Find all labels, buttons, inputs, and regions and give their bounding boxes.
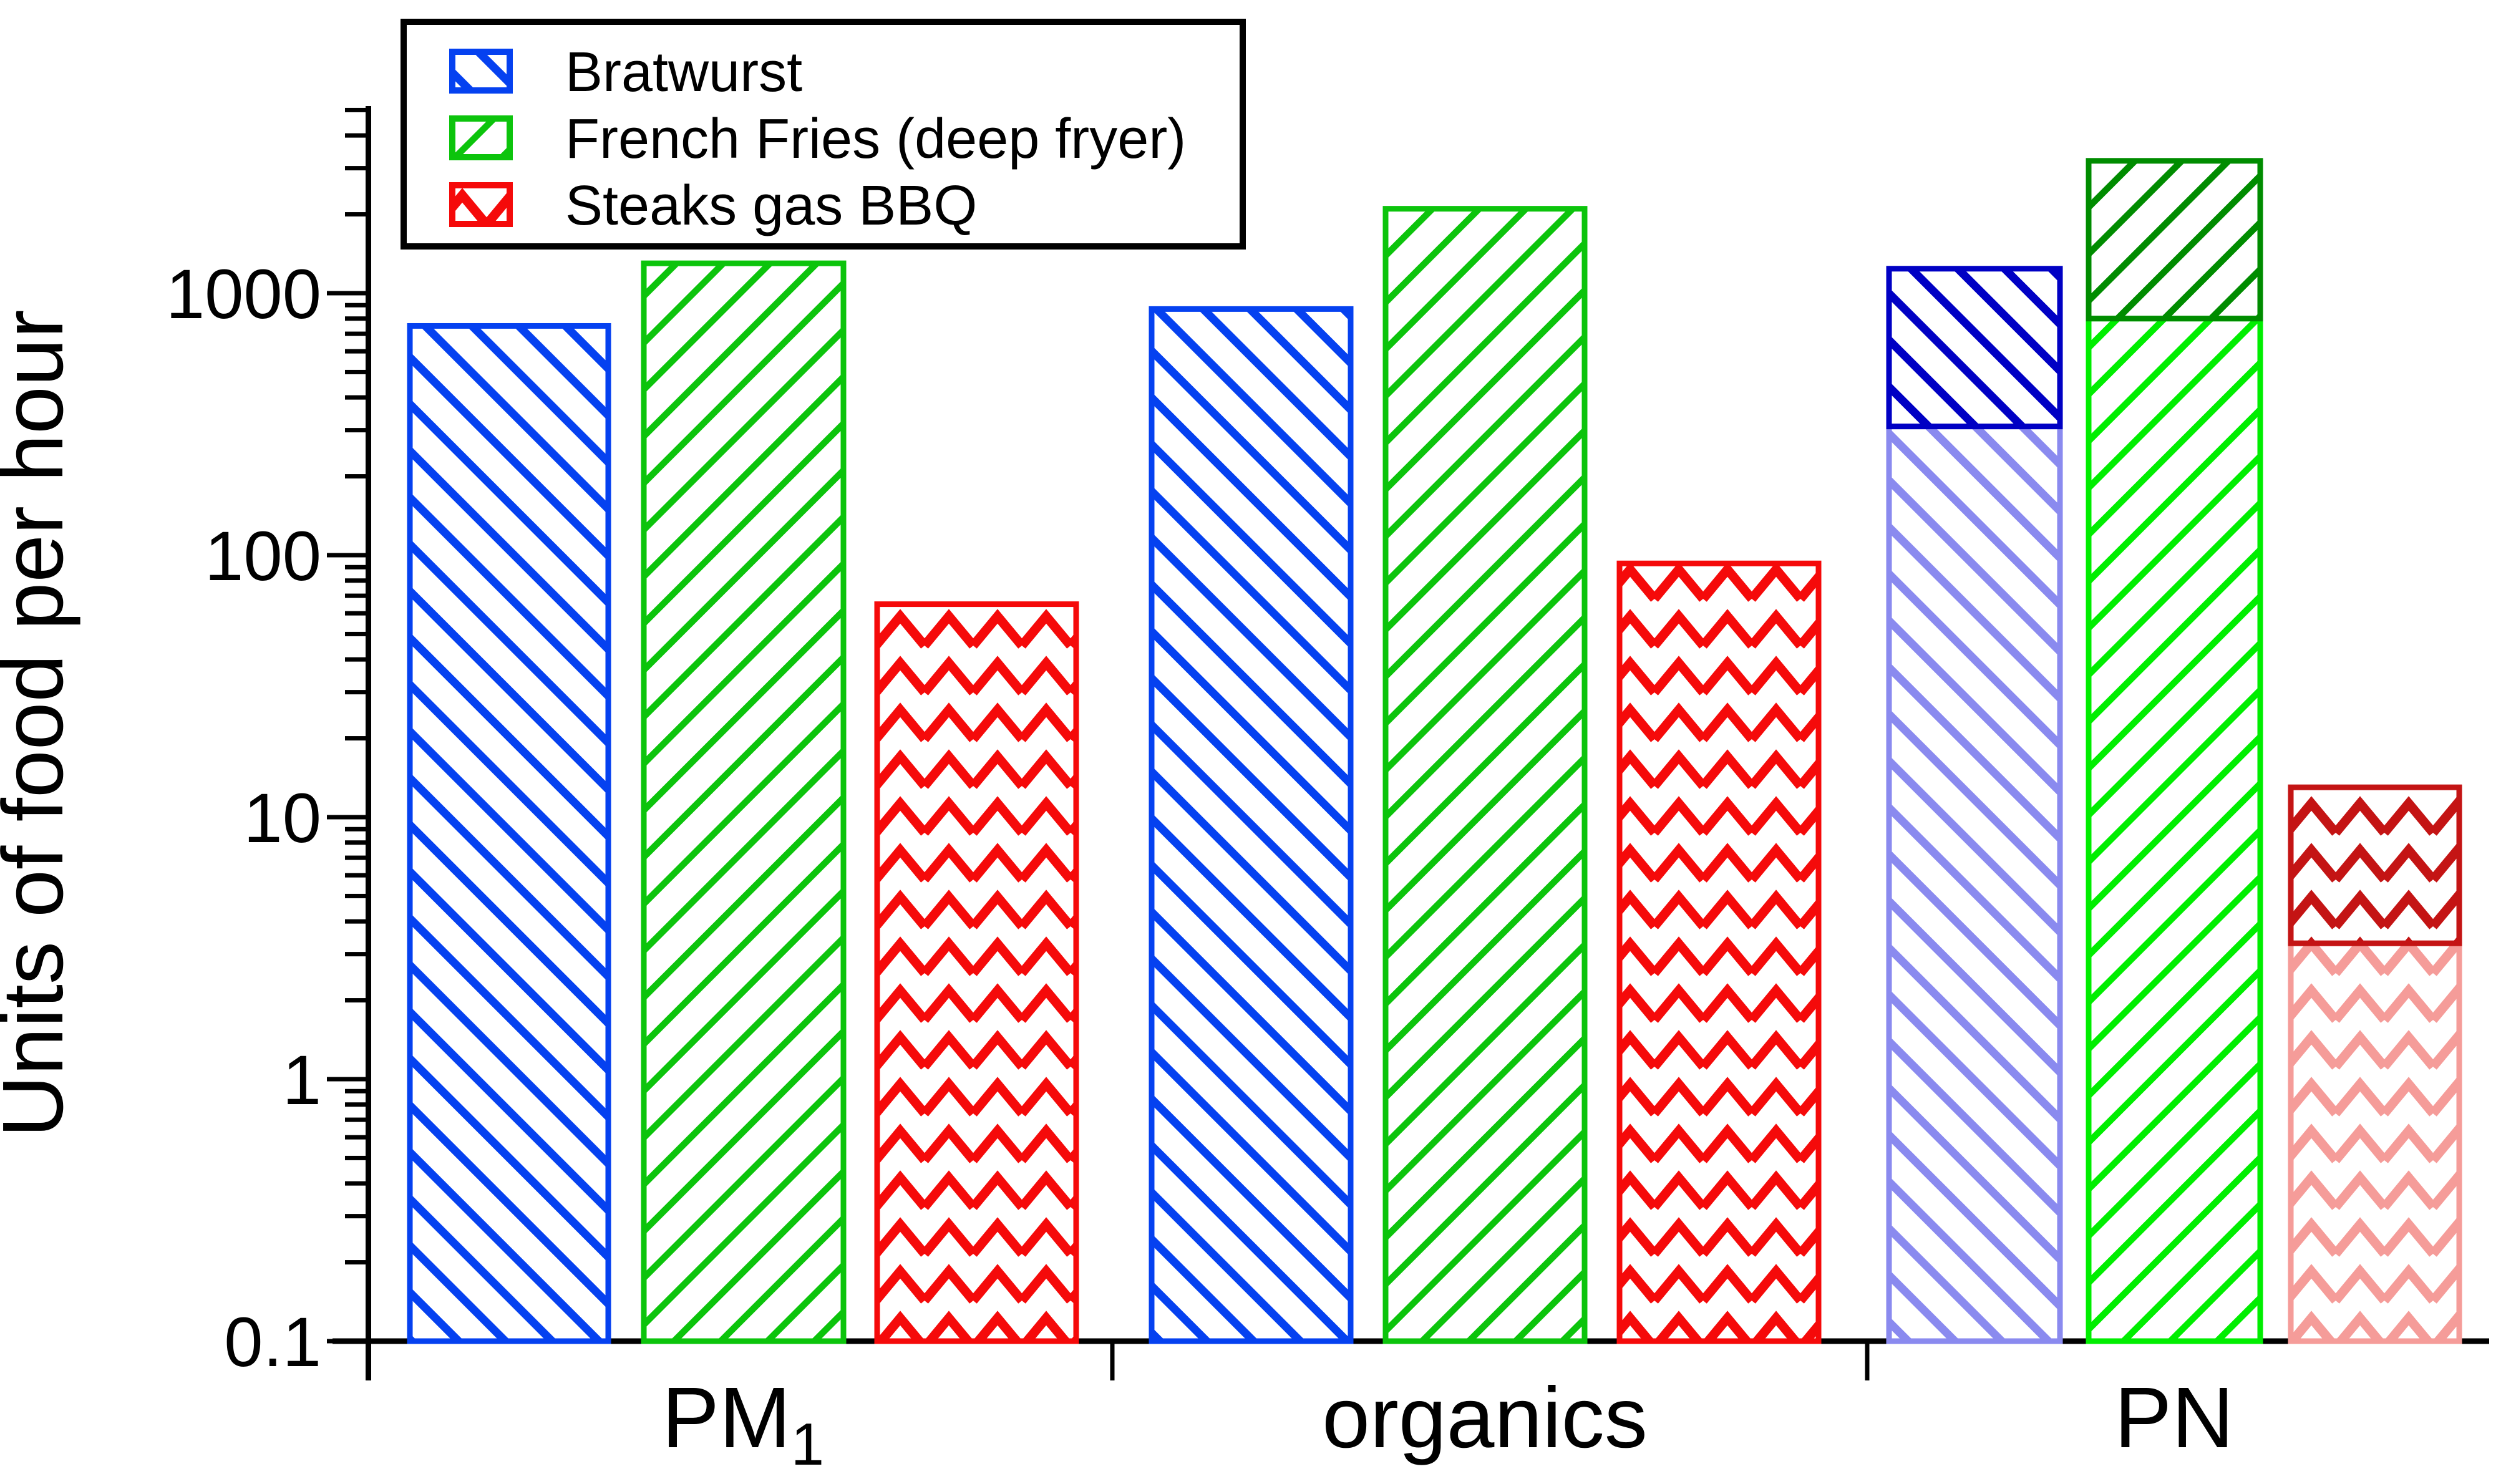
y-tick-label: 10 bbox=[243, 779, 321, 857]
legend-swatch-1 bbox=[449, 115, 513, 160]
y-minor-tick bbox=[345, 166, 366, 171]
axis-labels: 0.1 1 10 100 1000 PM1 organics PN Units of food … bbox=[0, 255, 2234, 1478]
y-minor-tick bbox=[345, 893, 366, 898]
y-minor-tick bbox=[345, 855, 366, 860]
y-minor-tick bbox=[345, 133, 366, 138]
y-minor-tick bbox=[345, 565, 366, 570]
y-minor-tick bbox=[345, 212, 366, 217]
y-minor-tick bbox=[345, 873, 366, 878]
y-axis-spine bbox=[366, 106, 371, 1380]
legend-label: French Fries (deep fryer) bbox=[565, 108, 1186, 170]
y-minor-tick bbox=[345, 369, 366, 374]
y-minor-tick bbox=[345, 395, 366, 400]
y-minor-tick bbox=[345, 1102, 366, 1107]
bar-pn-bratwurst-dark bbox=[1886, 266, 2063, 430]
y-minor-tick bbox=[345, 1155, 366, 1160]
y-minor-tick bbox=[345, 316, 366, 321]
legend-label: Bratwurst bbox=[565, 41, 802, 104]
y-tick-label: 100 bbox=[205, 517, 321, 595]
y-axis-title: Units of food per hour bbox=[0, 309, 81, 1137]
y-minor-tick bbox=[345, 1260, 366, 1265]
y-minor-tick bbox=[345, 1214, 366, 1219]
bar-pn-french-light bbox=[2086, 316, 2263, 1344]
y-minor-tick bbox=[345, 331, 366, 336]
y-minor-tick bbox=[345, 1089, 366, 1094]
y-minor-tick bbox=[345, 690, 366, 695]
y-minor-tick bbox=[345, 1117, 366, 1122]
y-major-tick bbox=[327, 553, 366, 558]
y-minor-tick bbox=[345, 998, 366, 1003]
legend-label: Steaks gas BBQ bbox=[565, 175, 977, 237]
y-minor-tick bbox=[345, 919, 366, 924]
bar-pm1-bratwurst-normal bbox=[407, 323, 611, 1344]
y-minor-tick bbox=[345, 631, 366, 636]
y-major-tick bbox=[327, 291, 366, 296]
bar-pn-bratwurst-light bbox=[1886, 424, 2063, 1344]
bar-organics-bratwurst-normal bbox=[1149, 306, 1354, 1344]
legend-swatch-0 bbox=[449, 49, 513, 94]
bar-pm1-french-normal bbox=[641, 260, 847, 1344]
x-category-label: organics bbox=[1322, 1370, 1648, 1466]
y-minor-tick bbox=[345, 593, 366, 598]
bars bbox=[407, 158, 2462, 1344]
y-tick-label: 1 bbox=[283, 1041, 321, 1119]
y-minor-tick bbox=[345, 736, 366, 741]
y-minor-tick bbox=[345, 657, 366, 662]
legend-swatch-2 bbox=[449, 182, 513, 227]
bar-pm1-steaks-normal bbox=[874, 601, 1079, 1344]
bar-pn-steaks-light bbox=[2288, 940, 2462, 1344]
y-minor-tick bbox=[345, 578, 366, 583]
y-major-tick bbox=[327, 1339, 366, 1344]
y-minor-tick bbox=[345, 611, 366, 616]
y-major-tick bbox=[327, 1077, 366, 1082]
bar-organics-steaks-normal bbox=[1616, 560, 1822, 1344]
y-minor-tick bbox=[345, 1135, 366, 1140]
legend-box bbox=[401, 19, 1246, 250]
y-minor-tick bbox=[345, 827, 366, 832]
y-minor-tick bbox=[345, 428, 366, 433]
y-major-tick bbox=[327, 815, 366, 820]
y-minor-tick bbox=[345, 840, 366, 845]
y-tick-label: 1000 bbox=[166, 255, 321, 333]
x-category-label: PM1 bbox=[662, 1370, 824, 1478]
y-minor-tick bbox=[345, 952, 366, 957]
y-minor-tick bbox=[345, 349, 366, 354]
bar-pn-french-dark bbox=[2086, 158, 2263, 322]
y-tick-label: 0.1 bbox=[224, 1303, 321, 1381]
y-minor-tick bbox=[345, 303, 366, 308]
x-group-tick bbox=[1865, 1341, 1870, 1380]
y-minor-tick bbox=[345, 1181, 366, 1186]
x-category-label: PN bbox=[2114, 1370, 2234, 1466]
y-minor-tick bbox=[345, 107, 366, 112]
x-group-tick bbox=[1110, 1341, 1115, 1380]
bar-pn-steaks-dark bbox=[2288, 784, 2462, 946]
y-minor-tick bbox=[345, 474, 366, 479]
bar-organics-french-normal bbox=[1382, 206, 1588, 1344]
